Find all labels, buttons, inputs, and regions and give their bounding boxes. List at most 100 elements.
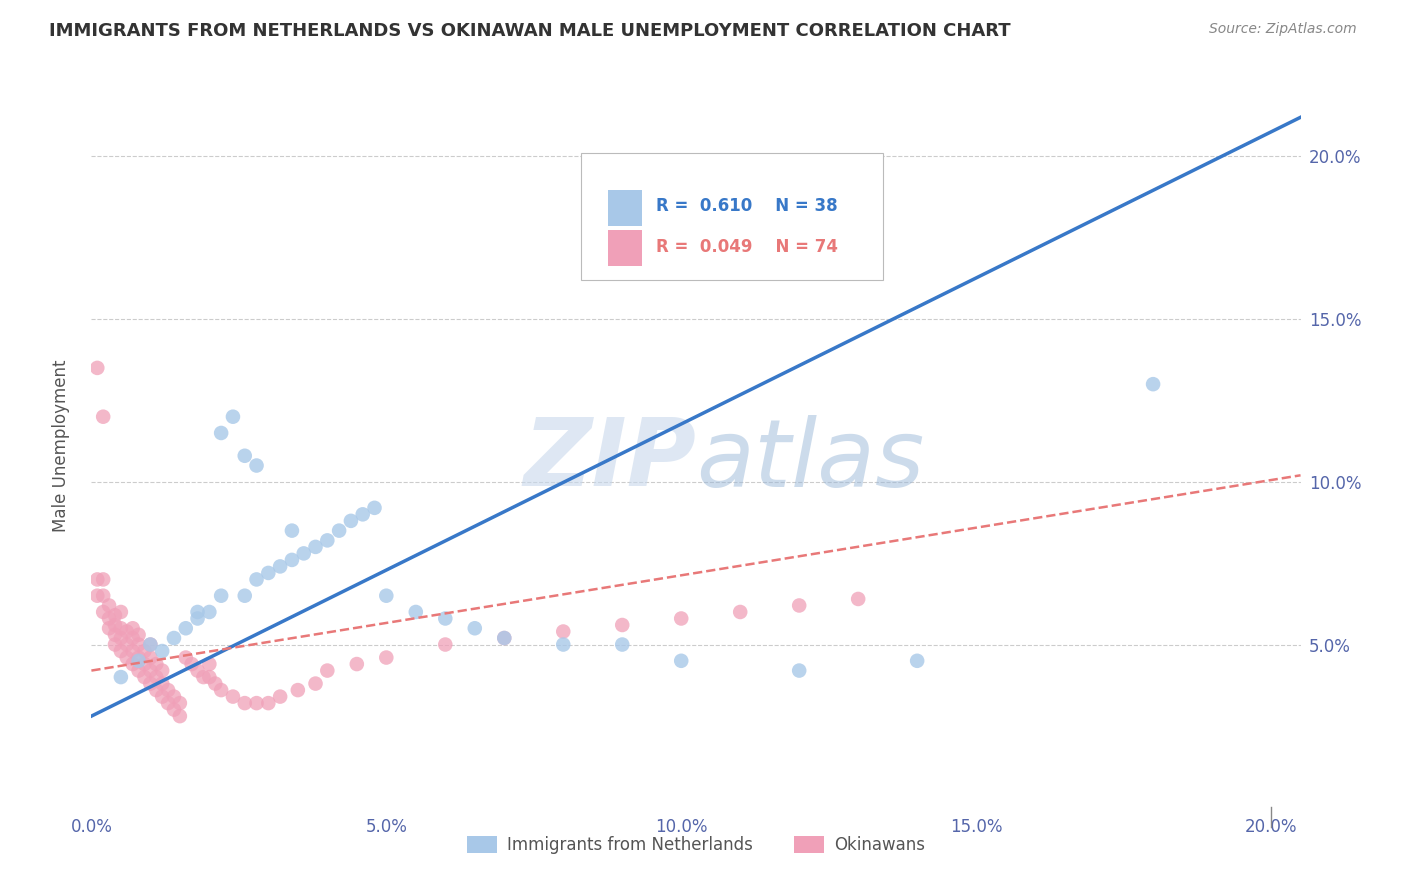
- Point: [245, 458, 267, 473]
- Point: [150, 644, 173, 658]
- Point: [91, 589, 114, 603]
- Point: [257, 566, 280, 580]
- Point: [304, 676, 326, 690]
- Point: [86, 589, 108, 603]
- Point: [134, 644, 156, 658]
- Point: [612, 618, 634, 632]
- Point: [139, 664, 162, 678]
- Point: [128, 654, 150, 668]
- Text: R =  0.610    N = 38: R = 0.610 N = 38: [657, 197, 838, 215]
- Point: [846, 591, 869, 606]
- Point: [1142, 377, 1164, 392]
- Point: [316, 664, 339, 678]
- Point: [304, 540, 326, 554]
- Point: [115, 624, 138, 639]
- Point: [671, 654, 693, 668]
- Point: [363, 500, 385, 515]
- Point: [209, 425, 232, 440]
- Point: [269, 559, 291, 574]
- Point: [245, 573, 267, 587]
- Point: [233, 449, 256, 463]
- Point: [281, 524, 304, 538]
- Point: [787, 599, 810, 613]
- Point: [150, 690, 173, 704]
- Point: [128, 664, 150, 678]
- Point: [375, 589, 398, 603]
- Point: [157, 683, 180, 698]
- Point: [728, 605, 751, 619]
- Point: [134, 657, 156, 671]
- Point: [110, 621, 132, 635]
- Point: [375, 650, 398, 665]
- Point: [187, 611, 209, 625]
- Point: [139, 638, 162, 652]
- Point: [139, 650, 162, 665]
- Point: [104, 638, 127, 652]
- Point: [905, 654, 928, 668]
- Point: [110, 670, 132, 684]
- Point: [86, 573, 108, 587]
- Point: [222, 409, 245, 424]
- Point: [145, 670, 167, 684]
- Point: [110, 631, 132, 645]
- Point: [91, 605, 114, 619]
- Point: [198, 657, 221, 671]
- Point: [187, 664, 209, 678]
- Text: atlas: atlas: [696, 415, 924, 506]
- Point: [139, 638, 162, 652]
- Point: [91, 409, 114, 424]
- Text: R =  0.049    N = 74: R = 0.049 N = 74: [657, 237, 838, 255]
- Y-axis label: Male Unemployment: Male Unemployment: [52, 359, 70, 533]
- Point: [233, 696, 256, 710]
- Point: [612, 638, 634, 652]
- Point: [209, 589, 232, 603]
- Point: [434, 611, 457, 625]
- Point: [174, 621, 197, 635]
- Point: [150, 664, 173, 678]
- Point: [671, 611, 693, 625]
- Point: [134, 670, 156, 684]
- Point: [494, 631, 516, 645]
- Point: [98, 599, 121, 613]
- Point: [169, 709, 191, 723]
- Point: [128, 650, 150, 665]
- Point: [163, 631, 186, 645]
- Point: [209, 683, 232, 698]
- Point: [104, 628, 127, 642]
- Point: [121, 657, 143, 671]
- Point: [204, 676, 226, 690]
- Point: [287, 683, 309, 698]
- Text: IMMIGRANTS FROM NETHERLANDS VS OKINAWAN MALE UNEMPLOYMENT CORRELATION CHART: IMMIGRANTS FROM NETHERLANDS VS OKINAWAN …: [49, 22, 1011, 40]
- Point: [222, 690, 245, 704]
- Point: [340, 514, 363, 528]
- Point: [198, 605, 221, 619]
- Point: [163, 703, 186, 717]
- Point: [787, 664, 810, 678]
- FancyBboxPatch shape: [607, 190, 641, 226]
- Point: [169, 696, 191, 710]
- Point: [316, 533, 339, 548]
- Point: [180, 657, 202, 671]
- Point: [553, 638, 575, 652]
- Point: [193, 670, 215, 684]
- Legend: Immigrants from Netherlands, Okinawans: Immigrants from Netherlands, Okinawans: [460, 829, 932, 861]
- Point: [121, 631, 143, 645]
- FancyBboxPatch shape: [581, 153, 883, 280]
- Point: [553, 624, 575, 639]
- Point: [233, 589, 256, 603]
- Point: [257, 696, 280, 710]
- Point: [174, 650, 197, 665]
- Point: [121, 621, 143, 635]
- Point: [269, 690, 291, 704]
- Text: Source: ZipAtlas.com: Source: ZipAtlas.com: [1209, 22, 1357, 37]
- Point: [198, 670, 221, 684]
- Point: [352, 508, 374, 522]
- Point: [405, 605, 427, 619]
- Point: [98, 621, 121, 635]
- Point: [145, 657, 167, 671]
- Point: [281, 553, 304, 567]
- Point: [187, 605, 209, 619]
- Point: [110, 605, 132, 619]
- Point: [434, 638, 457, 652]
- Point: [157, 696, 180, 710]
